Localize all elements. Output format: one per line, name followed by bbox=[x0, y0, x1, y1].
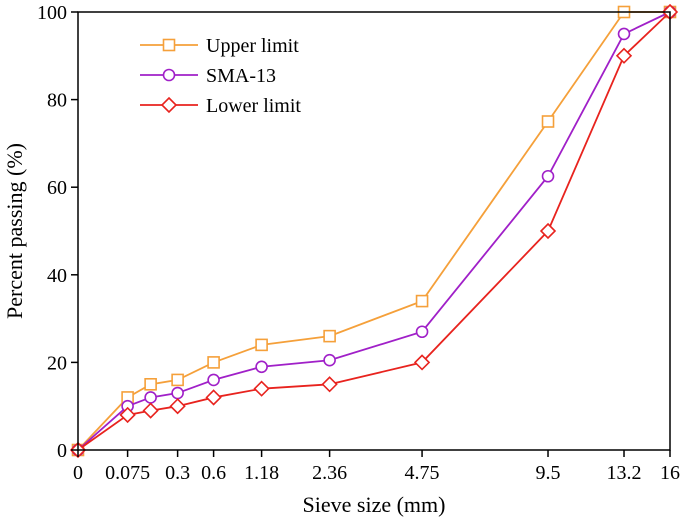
y-tick-label: 80 bbox=[47, 90, 67, 112]
y-tick-label: 60 bbox=[47, 177, 67, 199]
x-axis-title: Sieve size (mm) bbox=[303, 492, 446, 517]
y-tick-label: 100 bbox=[37, 2, 67, 24]
legend-marker bbox=[160, 96, 178, 114]
lower-limit-marker bbox=[413, 354, 431, 371]
upper-limit-marker bbox=[207, 356, 220, 369]
upper-limit-marker bbox=[255, 338, 268, 352]
sma-13-marker bbox=[255, 360, 268, 374]
upper-limit-marker bbox=[541, 115, 555, 128]
sma-13-marker bbox=[144, 391, 157, 404]
lower-limit-marker bbox=[142, 402, 159, 419]
legend-item-lower-limit: Lower limit bbox=[140, 95, 301, 117]
x-tick-label: 9.5 bbox=[536, 462, 561, 484]
legend-marker bbox=[162, 68, 176, 82]
series-upper-limit bbox=[71, 5, 677, 457]
legend-label: SMA-13 bbox=[206, 65, 276, 87]
series-lower-limit bbox=[69, 3, 679, 459]
sma-13-marker bbox=[617, 27, 631, 41]
x-tick-label: 4.75 bbox=[405, 462, 440, 484]
x-tick-label: 1.18 bbox=[244, 462, 279, 484]
x-tick-label: 0 bbox=[73, 462, 83, 484]
ticks-layer: 0 20 40 60 80 100 0 0.075 0.3 0.6 1.18 2.36 4.75 9.5 1… bbox=[37, 2, 680, 484]
plot-frame bbox=[77, 11, 671, 451]
x-tick-label: 2.36 bbox=[312, 462, 347, 484]
legend: Upper limit SMA-13 Lower limit bbox=[140, 35, 301, 117]
x-tick-label: 0.075 bbox=[105, 462, 150, 484]
lower-limit-marker bbox=[169, 398, 186, 415]
x-tick-label: 0.3 bbox=[165, 462, 190, 484]
lower-limit-marker bbox=[253, 380, 270, 397]
sma-13-marker bbox=[415, 325, 429, 339]
lower-limit-marker bbox=[205, 389, 222, 406]
lower-limit-marker bbox=[539, 222, 557, 240]
sma-13-marker bbox=[207, 373, 220, 387]
x-tick-label: 13.2 bbox=[607, 462, 642, 484]
upper-limit-marker bbox=[323, 329, 336, 343]
legend-marker bbox=[162, 38, 176, 52]
series-layer bbox=[69, 3, 679, 459]
legend-item-sma-13: SMA-13 bbox=[140, 65, 276, 87]
x-tick-label: 0.6 bbox=[201, 462, 226, 484]
y-tick-label: 20 bbox=[47, 352, 67, 374]
y-axis-title: Percent passing (%) bbox=[2, 143, 27, 319]
sma-13-marker bbox=[171, 386, 184, 400]
lower-limit-marker bbox=[119, 406, 136, 424]
legend-item-upper-limit: Upper limit bbox=[140, 35, 299, 57]
sma-13-marker bbox=[323, 353, 336, 367]
lower-limit-marker bbox=[615, 47, 633, 64]
upper-limit-marker bbox=[144, 377, 157, 391]
y-tick-label: 40 bbox=[47, 265, 67, 287]
sma-13-marker bbox=[541, 169, 555, 183]
legend-label: Upper limit bbox=[206, 35, 299, 57]
lower-limit-marker bbox=[321, 376, 338, 393]
upper-limit-marker bbox=[171, 373, 184, 387]
upper-limit-marker bbox=[415, 294, 429, 308]
x-tick-label: 16 bbox=[660, 462, 680, 484]
legend-label: Lower limit bbox=[206, 95, 301, 117]
y-tick-label: 0 bbox=[57, 440, 67, 462]
